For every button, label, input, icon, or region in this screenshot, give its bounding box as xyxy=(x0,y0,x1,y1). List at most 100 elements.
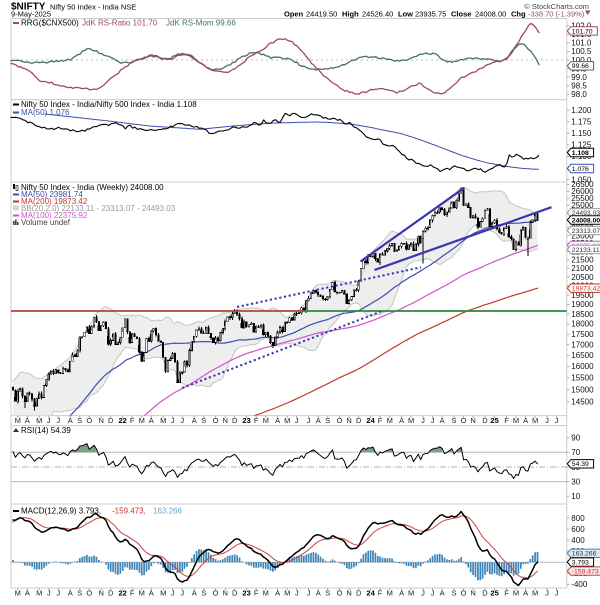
svg-text:S: S xyxy=(451,416,456,425)
svg-text:21500: 21500 xyxy=(571,256,594,265)
svg-text:1.150: 1.150 xyxy=(571,129,592,138)
svg-text:J: J xyxy=(307,416,311,425)
svg-text:A: A xyxy=(523,589,528,598)
svg-text:N: N xyxy=(222,416,227,425)
svg-text:J: J xyxy=(180,589,184,598)
svg-text:24008.00: 24008.00 xyxy=(572,217,600,224)
svg-text:J: J xyxy=(47,416,51,425)
svg-text:600: 600 xyxy=(571,525,585,534)
svg-text:A: A xyxy=(149,589,154,598)
svg-text:F: F xyxy=(130,589,135,598)
svg-text:M: M xyxy=(408,416,414,425)
svg-text:JdK RS-Ratio 101.70: JdK RS-Ratio 101.70 xyxy=(82,19,158,28)
svg-text:A: A xyxy=(399,589,404,598)
svg-text:16500: 16500 xyxy=(571,351,594,360)
svg-text:22: 22 xyxy=(119,589,127,598)
svg-text:J: J xyxy=(421,416,425,425)
svg-text:J: J xyxy=(47,589,51,598)
svg-text:24: 24 xyxy=(366,589,375,598)
svg-text:J: J xyxy=(307,589,311,598)
svg-text:24: 24 xyxy=(366,416,375,425)
svg-text:MA(50) 1.076: MA(50) 1.076 xyxy=(21,108,70,117)
svg-text:M: M xyxy=(284,589,290,598)
svg-text:101.70: 101.70 xyxy=(572,28,593,35)
svg-text:A: A xyxy=(192,589,197,598)
svg-text:MA(50) 23981.74: MA(50) 23981.74 xyxy=(21,190,83,199)
svg-text:J: J xyxy=(431,416,435,425)
svg-text:23000: 23000 xyxy=(571,231,594,240)
svg-text:24008.00: 24008.00 xyxy=(475,10,506,19)
svg-text:S: S xyxy=(325,589,330,598)
svg-text:M: M xyxy=(532,589,538,598)
svg-text:F: F xyxy=(378,416,383,425)
svg-text:A: A xyxy=(149,416,154,425)
svg-text:19500: 19500 xyxy=(571,291,594,300)
svg-text:M: M xyxy=(387,416,393,425)
svg-text:F: F xyxy=(504,416,509,425)
svg-text:98.5: 98.5 xyxy=(571,82,587,91)
svg-text:N: N xyxy=(470,589,475,598)
svg-text:A: A xyxy=(399,416,404,425)
svg-text:O: O xyxy=(337,416,343,425)
svg-text:MA(100) 22375.92: MA(100) 22375.92 xyxy=(21,211,88,220)
svg-text:J: J xyxy=(545,589,549,598)
svg-text:100.0: 100.0 xyxy=(571,56,592,65)
svg-text:19873.42: 19873.42 xyxy=(572,286,600,293)
svg-text:MACD(12,26,9) 3.793,: MACD(12,26,9) 3.793, xyxy=(21,507,101,516)
svg-text:163.266: 163.266 xyxy=(153,507,182,516)
svg-text:High: High xyxy=(342,10,359,19)
svg-text:A: A xyxy=(440,416,445,425)
svg-text:1.200: 1.200 xyxy=(571,106,592,115)
svg-text:J: J xyxy=(171,416,175,425)
svg-text:15000: 15000 xyxy=(571,386,594,395)
svg-text:1.076: 1.076 xyxy=(572,166,589,173)
svg-text:J: J xyxy=(555,416,559,425)
svg-text:D: D xyxy=(108,589,114,598)
svg-text:A: A xyxy=(68,416,73,425)
svg-text:19000: 19000 xyxy=(571,300,594,309)
svg-text:23313.07: 23313.07 xyxy=(572,228,600,235)
svg-text:A: A xyxy=(275,589,280,598)
svg-text:30: 30 xyxy=(571,477,580,486)
svg-text:M: M xyxy=(408,589,414,598)
svg-text:O: O xyxy=(461,589,467,598)
svg-text:1.108: 1.108 xyxy=(572,150,589,157)
svg-text:S: S xyxy=(201,416,206,425)
svg-text:1.125: 1.125 xyxy=(571,141,592,150)
svg-text:90: 90 xyxy=(571,434,580,443)
svg-text:J: J xyxy=(555,589,559,598)
svg-text:© StockCharts.com: © StockCharts.com xyxy=(524,2,589,11)
svg-text:O: O xyxy=(461,416,467,425)
svg-text:-159.473,: -159.473, xyxy=(112,507,146,516)
svg-text:M: M xyxy=(15,589,21,598)
svg-text:22: 22 xyxy=(119,416,127,425)
svg-text:M: M xyxy=(284,416,290,425)
svg-text:102.0: 102.0 xyxy=(571,22,592,31)
svg-text:A: A xyxy=(316,416,321,425)
svg-text:Volume undef: Volume undef xyxy=(21,218,71,227)
svg-text:O: O xyxy=(213,589,219,598)
svg-text:O: O xyxy=(213,416,219,425)
svg-text:54.39: 54.39 xyxy=(572,461,589,468)
svg-text:O: O xyxy=(337,589,343,598)
svg-text:70: 70 xyxy=(571,448,580,457)
svg-text:A: A xyxy=(192,416,197,425)
svg-text:18000: 18000 xyxy=(571,320,594,329)
svg-text:J: J xyxy=(421,589,425,598)
svg-text:M: M xyxy=(532,416,538,425)
svg-text:M: M xyxy=(263,589,269,598)
svg-text:F: F xyxy=(130,416,135,425)
svg-text:J: J xyxy=(545,416,549,425)
svg-text:M: M xyxy=(36,589,42,598)
svg-text:RRG($CNX500): RRG($CNX500) xyxy=(21,19,79,28)
svg-text:22133.11: 22133.11 xyxy=(572,247,600,254)
svg-text:-400: -400 xyxy=(571,580,588,589)
svg-text:S: S xyxy=(77,416,82,425)
svg-text:A: A xyxy=(68,589,73,598)
svg-text:-338.70 (-1.39%): -338.70 (-1.39%) xyxy=(528,10,585,19)
svg-text:M: M xyxy=(263,416,269,425)
svg-text:N: N xyxy=(346,416,351,425)
svg-text:D: D xyxy=(108,416,114,425)
svg-text:101.0: 101.0 xyxy=(571,39,592,48)
svg-text:1.175: 1.175 xyxy=(571,117,592,126)
